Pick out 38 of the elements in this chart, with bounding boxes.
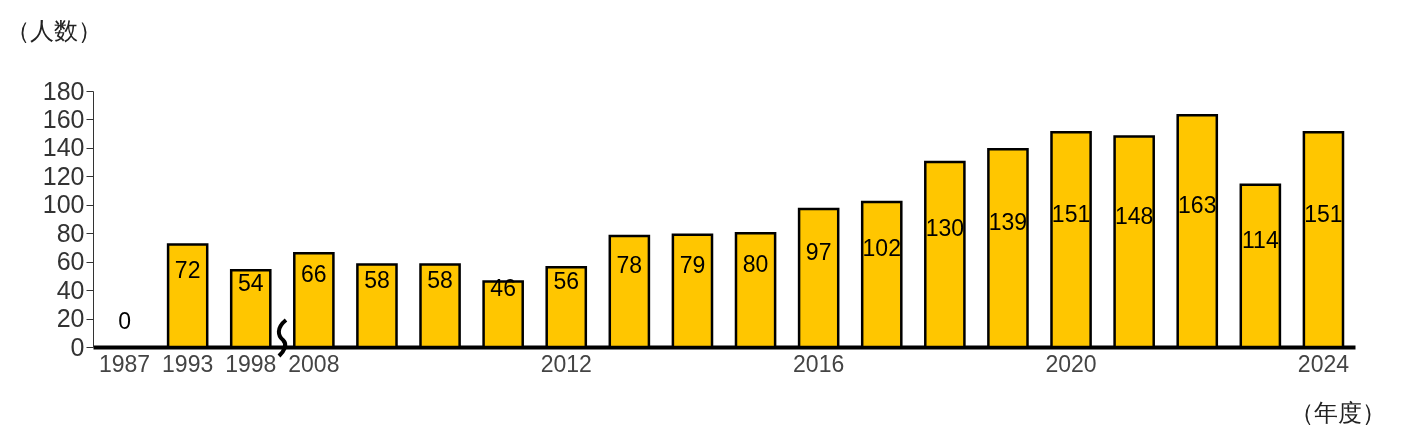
y-axis-title: （人数） — [5, 16, 102, 44]
x-tick-label: 2020 — [1045, 350, 1097, 377]
data-label: 56 — [553, 268, 580, 295]
x-tick-label: 2024 — [1297, 350, 1350, 377]
y-tick-label: 0 — [70, 332, 85, 361]
y-tick-label: 140 — [42, 133, 85, 162]
data-label: 163 — [1178, 192, 1217, 219]
y-tick-label: 40 — [56, 275, 85, 304]
data-label: 151 — [1304, 200, 1343, 227]
data-label: 58 — [427, 266, 453, 293]
y-tick-label: 20 — [56, 304, 85, 333]
data-label: 139 — [988, 209, 1028, 236]
data-label: 80 — [742, 251, 769, 278]
data-label: 72 — [174, 256, 201, 283]
data-label: 130 — [925, 215, 965, 242]
data-label: 97 — [805, 238, 832, 265]
x-tick-label: 1987 — [98, 350, 151, 377]
data-label: 148 — [1114, 202, 1154, 229]
x-axis-title: （年度） — [1289, 398, 1386, 426]
data-label: 79 — [679, 251, 706, 278]
data-label: 102 — [862, 235, 901, 262]
data-label: 114 — [1242, 226, 1279, 253]
y-tick-label: 180 — [42, 76, 85, 105]
x-tick-label: 1993 — [162, 350, 214, 377]
y-tick-label: 60 — [56, 247, 85, 276]
y-tick-label: 80 — [56, 218, 85, 247]
x-tick-label: 2016 — [793, 350, 845, 377]
x-tick-label: 2008 — [288, 350, 340, 377]
y-tick-label: 100 — [42, 190, 85, 219]
data-label: 78 — [616, 252, 643, 279]
x-tick-label: 1998 — [225, 350, 277, 377]
y-tick-label: 160 — [42, 104, 85, 133]
data-label: 58 — [364, 266, 390, 293]
data-label: 54 — [237, 269, 264, 296]
x-tick-label: 2012 — [540, 350, 592, 377]
y-tick-label: 120 — [42, 161, 85, 190]
data-label: 0 — [118, 307, 131, 334]
data-label: 66 — [301, 261, 327, 287]
